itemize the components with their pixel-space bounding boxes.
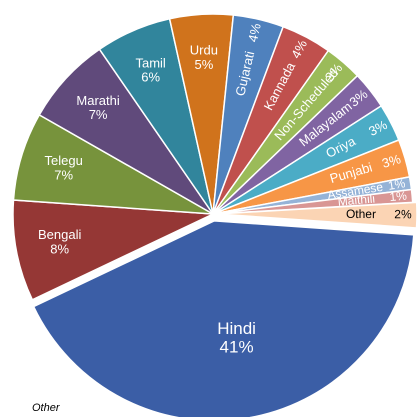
slice-label: Hindi — [217, 319, 256, 338]
slice-label: Telegu — [45, 153, 83, 168]
slice-label: Other — [346, 207, 376, 221]
pie-slice — [12, 199, 216, 301]
slice-label: Marathi — [76, 93, 119, 108]
value-label: 41% — [220, 338, 254, 357]
value-label: 1% — [389, 189, 408, 205]
pie-slice — [32, 220, 415, 417]
value-label: 8% — [50, 242, 69, 257]
value-label: 2% — [394, 207, 412, 221]
value-label: 1% — [387, 176, 407, 193]
value-label: 4% — [245, 21, 264, 43]
value-label: 5% — [194, 57, 213, 72]
slice-label: Tamil — [135, 55, 165, 70]
value-label: 6% — [141, 70, 160, 85]
value-label: 3% — [380, 151, 403, 171]
slice-label: Bengali — [38, 227, 81, 242]
slice-label: Maithili — [337, 192, 375, 209]
slice-label: Urdu — [190, 43, 218, 58]
value-label: 7% — [54, 167, 73, 182]
annotation: Other — [32, 402, 61, 414]
value-label: 7% — [89, 107, 108, 122]
